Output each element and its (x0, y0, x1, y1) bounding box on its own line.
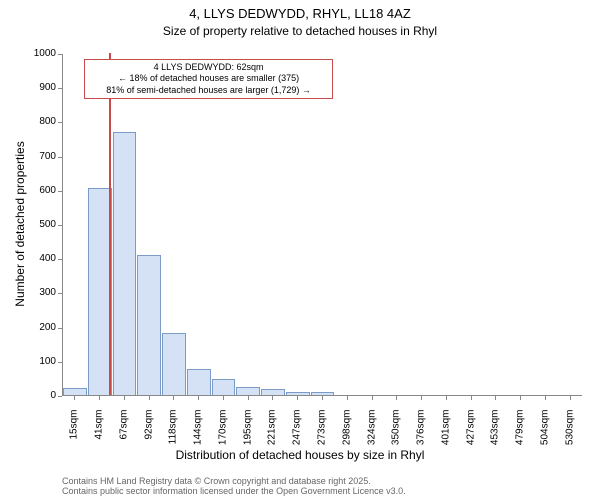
y-tick-label: 700 (22, 151, 56, 162)
x-tick-label: 221sqm (267, 410, 278, 470)
x-tick-label: 41sqm (94, 410, 105, 470)
footer-line-2: Contains public sector information licen… (62, 486, 406, 496)
footer: Contains HM Land Registry data © Crown c… (62, 476, 406, 496)
x-tick-label: 170sqm (217, 410, 228, 470)
x-tick-label: 530sqm (564, 410, 575, 470)
y-tick-label: 400 (22, 253, 56, 264)
histogram-bar (113, 132, 137, 395)
y-tick-label: 500 (22, 219, 56, 230)
x-tick-label: 247sqm (292, 410, 303, 470)
x-tick-label: 273sqm (317, 410, 328, 470)
x-tick-label: 298sqm (341, 410, 352, 470)
x-tick-label: 479sqm (515, 410, 526, 470)
histogram-bar (162, 333, 186, 395)
x-tick-label: 144sqm (193, 410, 204, 470)
x-tick-label: 195sqm (242, 410, 253, 470)
footer-line-1: Contains HM Land Registry data © Crown c… (62, 476, 406, 486)
chart-title: 4, LLYS DEDWYDD, RHYL, LL18 4AZ (0, 6, 600, 21)
histogram-bar (212, 379, 236, 395)
chart-subtitle: Size of property relative to detached ho… (0, 24, 600, 38)
x-tick-label: 504sqm (539, 410, 550, 470)
x-tick-label: 376sqm (416, 410, 427, 470)
histogram-bar (63, 388, 87, 395)
y-tick-label: 0 (22, 390, 56, 401)
y-tick-label: 200 (22, 322, 56, 333)
histogram-bar (137, 255, 161, 395)
histogram-bar (187, 369, 211, 395)
annotation-line: 81% of semi-detached houses are larger (… (89, 85, 329, 96)
histogram-bar (236, 387, 260, 395)
plot-area: 4 LLYS DEDWYDD: 62sqm← 18% of detached h… (62, 54, 582, 396)
y-tick-label: 100 (22, 356, 56, 367)
histogram-bar (261, 389, 285, 395)
x-tick-label: 453sqm (490, 410, 501, 470)
annotation-box: 4 LLYS DEDWYDD: 62sqm← 18% of detached h… (84, 59, 334, 99)
property-marker-line (109, 53, 111, 395)
y-tick-label: 300 (22, 287, 56, 298)
x-tick-label: 350sqm (391, 410, 402, 470)
x-tick-label: 15sqm (69, 410, 80, 470)
histogram-bar (311, 392, 335, 395)
histogram-bar (286, 392, 310, 395)
annotation-line: 4 LLYS DEDWYDD: 62sqm (89, 62, 329, 73)
annotation-line: ← 18% of detached houses are smaller (37… (89, 73, 329, 84)
y-tick-label: 1000 (22, 48, 56, 59)
y-tick-label: 900 (22, 82, 56, 93)
y-tick-label: 600 (22, 185, 56, 196)
x-tick-label: 324sqm (366, 410, 377, 470)
x-tick-label: 118sqm (168, 410, 179, 470)
x-tick-label: 67sqm (118, 410, 129, 470)
x-tick-label: 92sqm (143, 410, 154, 470)
x-tick-label: 427sqm (465, 410, 476, 470)
x-tick-label: 401sqm (440, 410, 451, 470)
y-tick-label: 800 (22, 116, 56, 127)
